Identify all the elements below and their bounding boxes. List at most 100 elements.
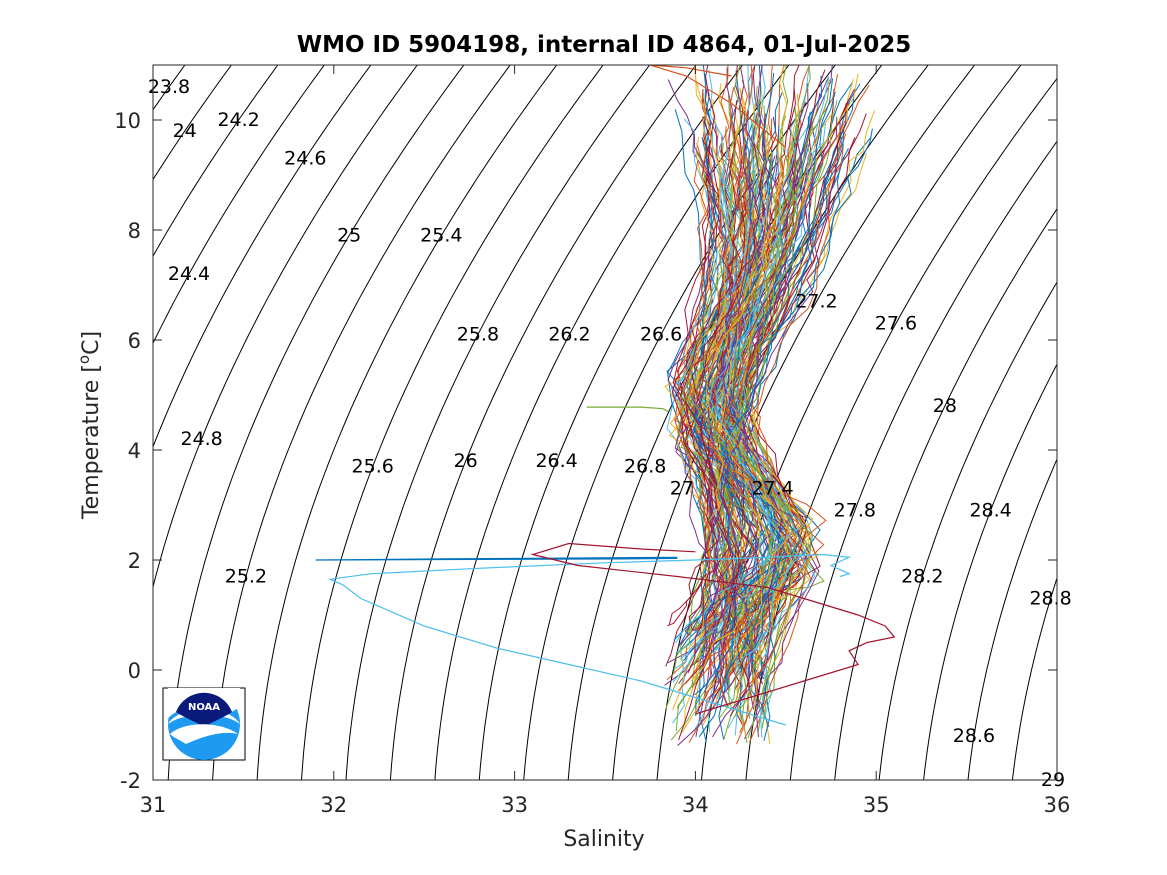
isopycnal-label: 24.2	[217, 109, 259, 131]
x-axis: 31 32 33 34 35 36	[140, 65, 1071, 817]
isopycnal-26.0	[389, 65, 697, 780]
profile-line	[721, 128, 845, 687]
profile-line	[671, 169, 753, 688]
y-tick-label: -2	[120, 769, 141, 793]
profile-line	[684, 89, 800, 685]
x-tick-label: 33	[501, 793, 528, 817]
profile-line	[675, 69, 781, 653]
isopycnal-25.6	[300, 65, 604, 780]
x-tick-label: 34	[682, 793, 709, 817]
isopycnal-label: 24	[173, 120, 197, 142]
isopycnal-label: 27.2	[795, 291, 837, 313]
plot-frame	[152, 64, 1058, 781]
y-tick-label: 2	[128, 549, 141, 573]
profile-line	[725, 126, 799, 645]
profile-line	[694, 133, 733, 675]
profile-line	[696, 143, 744, 708]
profile-line	[690, 93, 800, 682]
isopycnal-label: 26.2	[548, 324, 590, 346]
profile-line	[675, 76, 830, 644]
y-tick-label: 6	[128, 329, 141, 353]
isopycnal-27.4	[700, 65, 1022, 780]
isopycnal-25.8	[345, 65, 651, 780]
isopycnal-label: 28.4	[969, 500, 1011, 522]
isopycnal-28.2	[878, 281, 1057, 780]
y-axis-label-main: Temperature [	[79, 364, 104, 520]
profile-red-outlier	[530, 542, 896, 715]
profile-line	[730, 151, 812, 729]
profile-lines	[315, 65, 896, 746]
isopycnal-label: 26	[454, 450, 478, 472]
profile-line	[694, 72, 793, 649]
y-tick-label: 10	[114, 109, 141, 133]
isopycnal-26.2	[434, 65, 744, 780]
profile-line	[674, 160, 764, 660]
profile-line	[692, 133, 847, 632]
isopycnal-24.2	[153, 65, 279, 258]
profile-line	[718, 132, 842, 740]
isopycnal-label: 27.4	[751, 478, 793, 500]
isopycnal-28.8	[1011, 576, 1057, 780]
y-tick-label: 0	[128, 659, 141, 683]
y-axis-label-sup: o	[75, 355, 93, 364]
noaa-logo: NOAA	[162, 687, 246, 761]
profile-line	[677, 99, 778, 669]
profile-blue-spike	[315, 556, 678, 561]
isopycnal-label: 27.8	[834, 500, 876, 522]
profile-line	[715, 103, 820, 643]
isopycnal-25.4	[256, 65, 558, 780]
profile-line	[682, 155, 816, 673]
x-axis-label: Salinity	[563, 827, 644, 852]
isopycnal-24.6	[153, 65, 372, 449]
y-tick-label: 4	[128, 439, 141, 463]
isopycnal-label: 27	[670, 478, 694, 500]
isopycnal-label: 24.8	[180, 428, 222, 450]
isopycnal-25.0	[167, 65, 465, 780]
isopycnal-label: 25.6	[352, 456, 394, 478]
x-tick-label: 36	[1044, 793, 1071, 817]
isopycnal-label: 24.4	[168, 263, 210, 285]
profile-cyan-outlier	[328, 553, 852, 726]
profile-line	[719, 163, 780, 655]
profile-line	[680, 65, 786, 718]
isopycnal-25.2	[212, 65, 511, 780]
isopycnal-label: 28.8	[1029, 588, 1071, 610]
isopycnal-label: 25.4	[420, 225, 462, 247]
isopycnal-labels: 23.8 24 24.2 24.4 24.6 24.8 25 25.2 25.4 25.6 25.8…	[148, 76, 1072, 791]
y-tick-label: 8	[128, 219, 141, 243]
y-axis-label: Temperature [oC]	[75, 331, 104, 520]
isopycnal-28.6	[967, 457, 1057, 780]
isopycnal-label: 27.6	[875, 313, 917, 335]
x-tick-label: 31	[140, 793, 167, 817]
profile-line	[698, 110, 788, 738]
isopycnal-27.0	[612, 65, 929, 780]
x-tick-label: 35	[863, 793, 890, 817]
profile-green-spike	[586, 406, 669, 413]
x-tick-label: 32	[320, 793, 347, 817]
profile-line	[720, 65, 788, 685]
profile-orange-top	[650, 65, 787, 148]
isopycnal-27.6	[745, 77, 1057, 780]
isopycnal-label: 26.6	[640, 324, 682, 346]
profile-line	[673, 79, 830, 674]
isopycnal-27.8	[789, 140, 1057, 780]
isopycnal-24.0	[153, 65, 233, 181]
profile-line	[673, 78, 834, 641]
isopycnal-24.4	[153, 65, 325, 345]
isopycnal-label: 28.2	[901, 566, 943, 588]
isopycnal-label: 25.2	[225, 566, 267, 588]
isopycnal-label: 25.8	[457, 324, 499, 346]
profile-line	[694, 136, 811, 643]
isopycnal-label: 23.8	[148, 76, 190, 98]
profile-line	[709, 170, 798, 655]
y-axis-label-end: C]	[79, 331, 104, 355]
chart-title: WMO ID 5904198, internal ID 4864, 01-Jul…	[297, 32, 912, 58]
profile-line	[674, 109, 774, 671]
isopycnal-label: 28.6	[953, 725, 995, 747]
isopycnal-label: 28	[933, 395, 957, 417]
isopycnal-28.0	[834, 207, 1057, 780]
isopycnal-label: 26.8	[624, 456, 666, 478]
isopycnal-24.8	[153, 65, 418, 589]
